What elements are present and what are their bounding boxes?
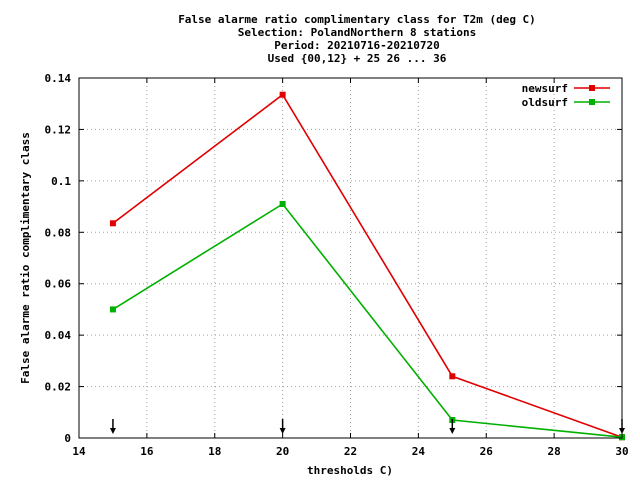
y-tick-label: 0 (64, 432, 71, 445)
title-line-1: False alarme ratio complimentary class f… (178, 13, 536, 26)
legend-label-oldsurf: oldsurf (522, 96, 568, 109)
y-tick-label: 0.04 (45, 329, 72, 342)
y-tick-label: 0.08 (45, 226, 72, 239)
series-line-newsurf (112, 93, 623, 438)
x-axis-label: thresholds C) (307, 464, 393, 477)
y-tick-label: 0.12 (45, 123, 72, 136)
data-point-newsurf (279, 91, 286, 98)
x-tick-label: 22 (344, 445, 357, 458)
threshold-arrow (449, 419, 456, 434)
series (109, 91, 625, 441)
data-point-newsurf (449, 373, 456, 380)
title-line-2: Selection: PolandNorthern 8 stations (238, 26, 476, 39)
threshold-arrow (109, 419, 116, 434)
x-tick-label: 20 (276, 445, 289, 458)
arrow-head (109, 428, 116, 434)
y-tick-label: 0.14 (45, 72, 72, 85)
y-tick-label: 0.06 (45, 278, 72, 291)
y-tick-label: 0.1 (51, 175, 71, 188)
title-line-3: Period: 20210716-20210720 (274, 39, 440, 52)
x-tick-label: 24 (412, 445, 426, 458)
arrow-head (279, 428, 286, 434)
x-tick-label: 18 (208, 445, 221, 458)
arrow-head (449, 428, 456, 434)
y-axis-label: False alarme ratio complimentary class (19, 132, 32, 384)
y-tick-label: 0.02 (45, 381, 72, 394)
data-point-oldsurf (109, 306, 116, 313)
x-tick-label: 16 (140, 445, 154, 458)
x-tick-label: 28 (548, 445, 561, 458)
x-tick-label: 26 (480, 445, 494, 458)
legend-swatch-marker-oldsurf (589, 99, 595, 105)
y-axis-ticks: 0 0.02 0.04 0.06 0.08 0.1 0.12 0.14 (45, 72, 622, 445)
data-point-newsurf (109, 220, 116, 227)
threshold-arrow (279, 419, 286, 434)
title-line-4: Used {00,12} + 25 26 ... 36 (268, 52, 447, 65)
legend-swatch-marker-newsurf (589, 85, 595, 91)
data-point-oldsurf (279, 201, 286, 207)
plot-frame (78, 77, 623, 439)
x-tick-label: 30 (615, 445, 628, 458)
legend-label-newsurf: newsurf (522, 82, 568, 95)
x-axis-ticks: 14 16 18 20 22 24 26 28 30 (72, 78, 629, 458)
series-line-oldsurf (112, 202, 623, 438)
chart-title: False alarme ratio complimentary class f… (178, 13, 536, 65)
grid (79, 78, 622, 438)
threshold-arrows (109, 419, 625, 434)
x-tick-label: 14 (72, 445, 86, 458)
